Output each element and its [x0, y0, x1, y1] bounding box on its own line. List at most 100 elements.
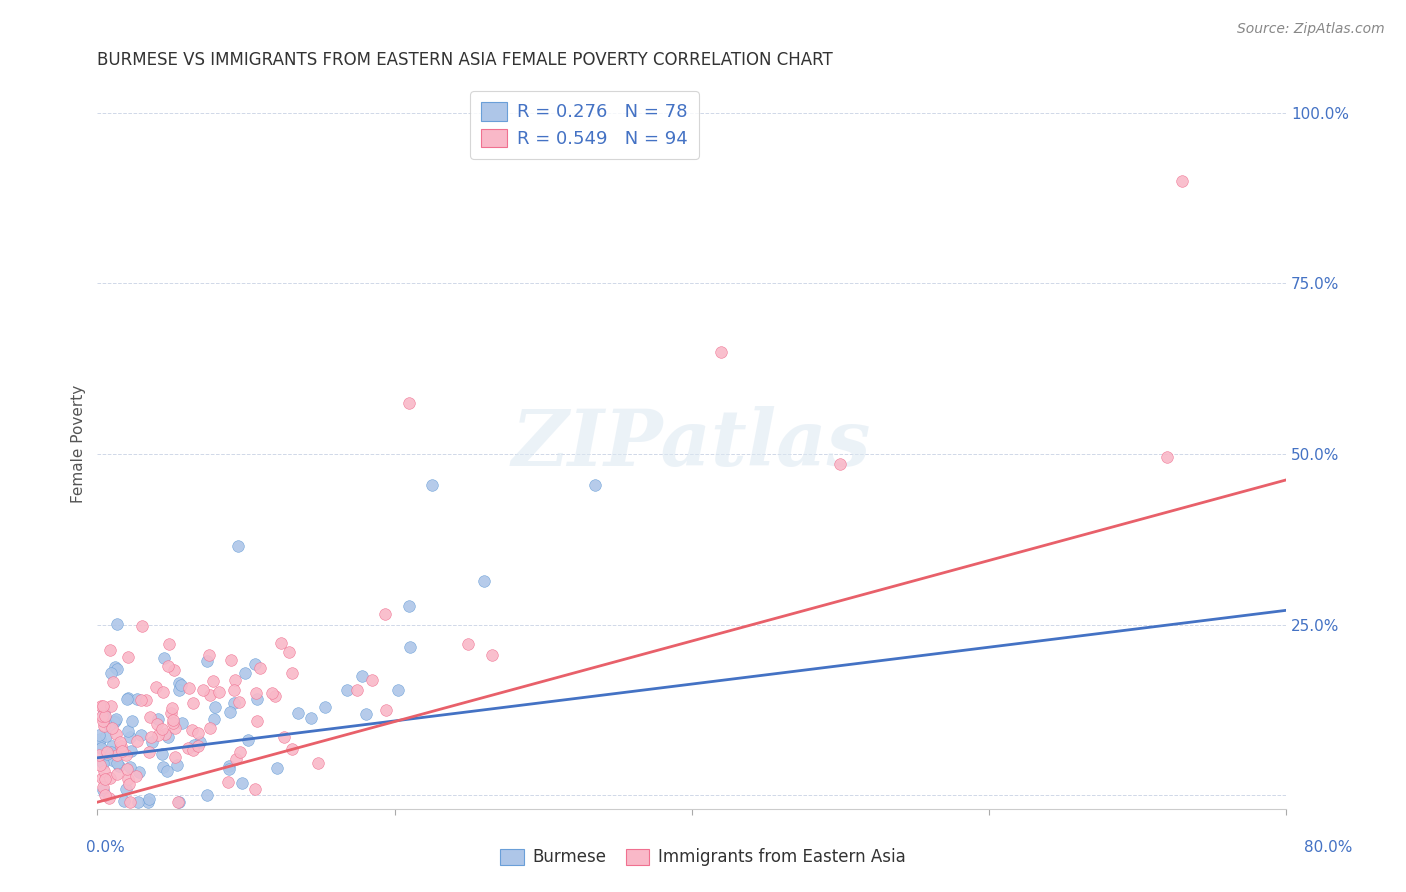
Point: [162, 715, 184, 730]
Point: [91, 783, 114, 797]
Legend: Burmese, Immigrants from Eastern Asia: Burmese, Immigrants from Eastern Asia: [494, 842, 912, 873]
Point: [125, 769, 148, 783]
Point: [183, 738, 205, 752]
Point: [100, 745, 122, 759]
Text: 0.0%: 0.0%: [86, 840, 125, 855]
Point: [299, 711, 322, 725]
Point: [228, 745, 250, 759]
Point: [281, 666, 304, 681]
Point: [191, 682, 214, 697]
Point: [117, 690, 139, 705]
Point: [90, 741, 112, 756]
Point: [169, 683, 191, 698]
Point: [246, 692, 269, 706]
Point: [157, 637, 180, 651]
Point: [98, 771, 121, 785]
Point: [146, 717, 169, 731]
Point: [104, 714, 127, 728]
Point: [94, 729, 117, 743]
Point: [89, 732, 111, 747]
Point: [336, 683, 359, 698]
Point: [374, 607, 396, 622]
Point: [128, 765, 150, 780]
Point: [162, 713, 184, 727]
Point: [150, 722, 173, 736]
Point: [105, 767, 128, 781]
Point: [420, 477, 443, 491]
Point: [91, 772, 114, 786]
Point: [219, 705, 242, 719]
Point: [94, 788, 117, 802]
Point: [167, 675, 190, 690]
Point: [583, 477, 606, 491]
Point: [115, 748, 138, 763]
Point: [153, 727, 176, 741]
Point: [236, 733, 259, 747]
Point: [187, 726, 209, 740]
Point: [148, 712, 170, 726]
Point: [105, 662, 128, 676]
Point: [278, 645, 301, 659]
Point: [200, 688, 222, 702]
Point: [131, 693, 153, 707]
Point: [187, 739, 209, 754]
Point: [398, 599, 420, 614]
Point: [93, 705, 115, 719]
Point: [120, 743, 142, 757]
Y-axis label: Female Poverty: Female Poverty: [72, 384, 86, 503]
Text: BURMESE VS IMMIGRANTS FROM EASTERN ASIA FEMALE POVERTY CORRELATION CHART: BURMESE VS IMMIGRANTS FROM EASTERN ASIA …: [97, 51, 834, 69]
Point: [346, 682, 368, 697]
Point: [177, 741, 200, 756]
Point: [138, 745, 160, 759]
Point: [100, 666, 122, 681]
Point: [181, 696, 204, 710]
Point: [181, 742, 204, 756]
Point: [91, 714, 114, 729]
Point: [830, 457, 852, 471]
Point: [243, 781, 266, 796]
Point: [105, 748, 128, 763]
Point: [91, 699, 114, 714]
Point: [270, 636, 292, 650]
Point: [118, 777, 141, 791]
Point: [167, 795, 190, 809]
Point: [243, 657, 266, 671]
Point: [125, 692, 148, 706]
Point: [167, 795, 190, 809]
Text: 80.0%: 80.0%: [1305, 840, 1353, 855]
Point: [103, 715, 125, 730]
Legend: R = 0.276   N = 78, R = 0.549   N = 94: R = 0.276 N = 78, R = 0.549 N = 94: [471, 91, 699, 159]
Point: [188, 735, 211, 749]
Text: Source: ZipAtlas.com: Source: ZipAtlas.com: [1237, 22, 1385, 37]
Point: [108, 735, 131, 749]
Point: [93, 756, 115, 771]
Point: [156, 659, 179, 673]
Point: [138, 792, 160, 806]
Point: [94, 772, 117, 787]
Point: [352, 669, 374, 683]
Point: [314, 699, 336, 714]
Point: [273, 731, 295, 745]
Point: [139, 710, 162, 724]
Point: [233, 666, 256, 681]
Point: [170, 678, 193, 692]
Point: [481, 648, 503, 662]
Point: [131, 619, 153, 633]
Point: [224, 696, 246, 710]
Point: [93, 710, 115, 724]
Point: [93, 719, 115, 733]
Point: [89, 757, 111, 772]
Point: [1156, 450, 1178, 465]
Point: [97, 717, 120, 731]
Point: [141, 730, 163, 744]
Point: [225, 752, 247, 766]
Point: [101, 753, 124, 767]
Point: [135, 693, 157, 707]
Point: [117, 772, 139, 786]
Point: [163, 721, 186, 735]
Point: [101, 674, 124, 689]
Point: [101, 721, 124, 735]
Point: [93, 764, 115, 778]
Point: [180, 723, 202, 737]
Text: ZIPatlas: ZIPatlas: [512, 406, 872, 482]
